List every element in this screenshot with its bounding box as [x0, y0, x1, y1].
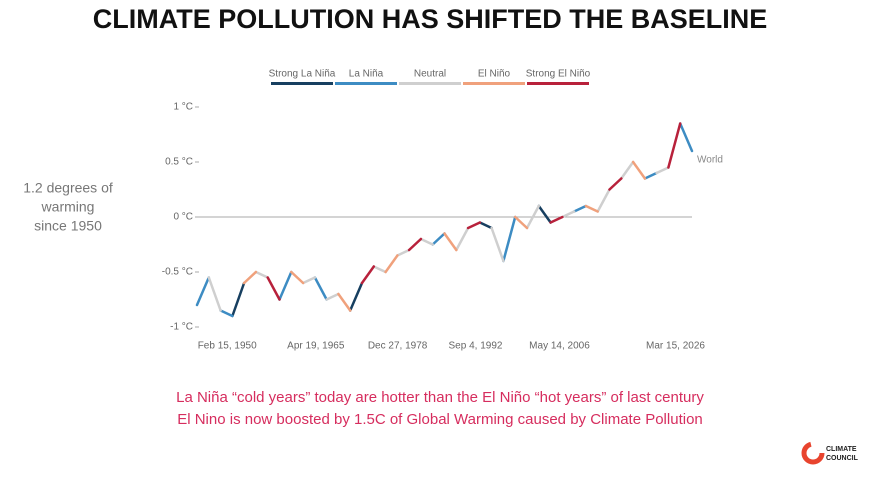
logo-text: CLIMATE: [826, 446, 857, 453]
x-tick-label: Apr 19, 1965: [287, 341, 345, 352]
legend-label: Neutral: [414, 69, 446, 80]
x-tick-label: Sep 4, 1992: [449, 341, 503, 352]
legend-swatch: [271, 82, 333, 85]
series-line: [242, 160, 647, 312]
y-tick-label: -0.5 °C: [162, 267, 193, 278]
legend-label: El Niño: [478, 69, 511, 80]
series-line: [195, 122, 694, 318]
side-note: since 1950: [34, 218, 102, 234]
y-tick-label: 0 °C: [173, 212, 193, 223]
chart-title: CLIMATE POLLUTION HAS SHIFTED THE BASELI…: [93, 4, 768, 34]
caption: El Nino is now boosted by 1.5C of Global…: [177, 411, 703, 428]
legend-label: Strong La Niña: [269, 69, 336, 80]
end-label: World: [697, 155, 723, 166]
series-line: [266, 122, 682, 301]
legend-swatch: [463, 82, 525, 85]
y-tick-label: -1 °C: [170, 322, 193, 333]
series-line: [231, 204, 552, 318]
legend-swatch: [335, 82, 397, 85]
series-line: [207, 160, 670, 312]
logo-icon: [801, 441, 825, 465]
x-tick-label: Mar 15, 2026: [646, 341, 705, 352]
side-note: 1.2 degrees of: [23, 180, 113, 196]
legend-swatch: [399, 82, 461, 85]
x-tick-label: Feb 15, 1950: [198, 341, 257, 352]
logo-text: COUNCIL: [826, 455, 859, 462]
x-tick-label: May 14, 2006: [529, 341, 590, 352]
x-tick-label: Dec 27, 1978: [368, 341, 428, 352]
y-tick-label: 1 °C: [173, 102, 193, 113]
legend-swatch: [527, 82, 589, 85]
logo: CLIMATE COUNCIL: [801, 441, 859, 465]
caption: La Niña “cold years” today are hotter th…: [176, 389, 704, 406]
legend-label: Strong El Niño: [526, 69, 591, 80]
side-note: warming: [41, 199, 95, 215]
legend-label: La Niña: [349, 69, 384, 80]
y-tick-label: 0.5 °C: [165, 157, 193, 168]
